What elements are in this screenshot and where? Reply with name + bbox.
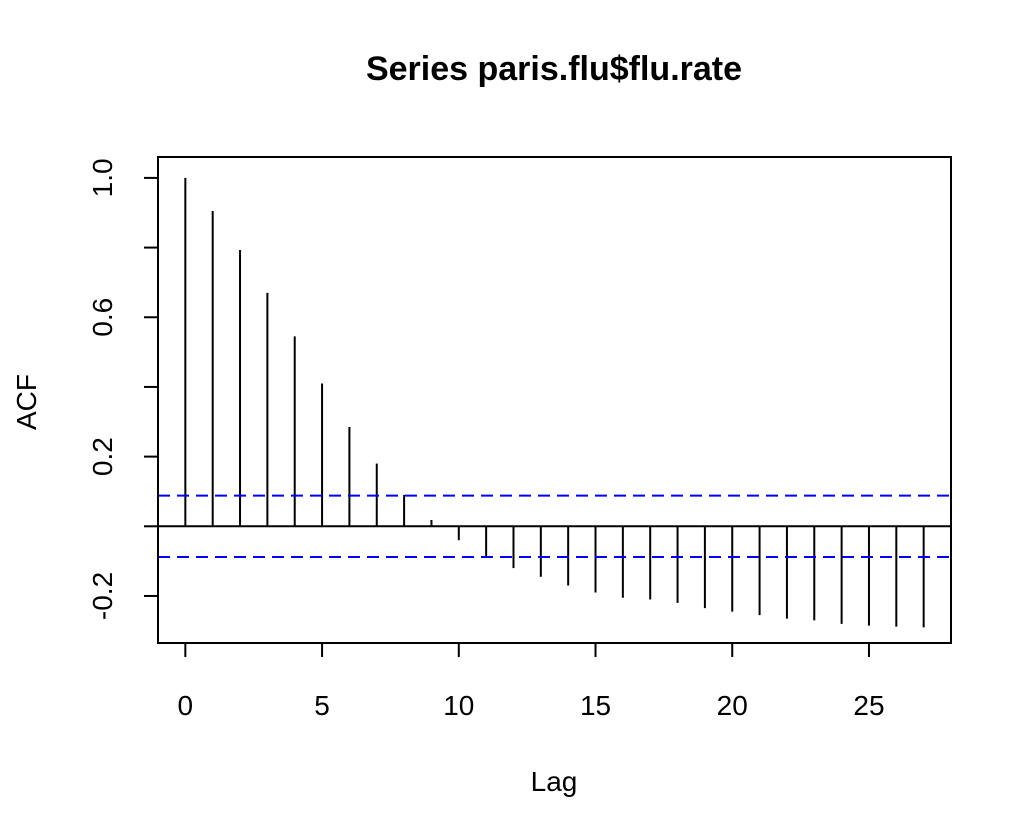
y-tick-label: 0.2 bbox=[87, 437, 118, 476]
y-tick-label: 1.0 bbox=[87, 158, 118, 197]
chart-title: Series paris.flu$flu.rate bbox=[366, 50, 742, 88]
acf-bars bbox=[184, 177, 925, 628]
x-tick-label: 10 bbox=[443, 690, 474, 721]
y-tick-label: -0.2 bbox=[87, 572, 118, 620]
x-tick-label: 5 bbox=[314, 690, 330, 721]
x-tick-label: 15 bbox=[580, 690, 611, 721]
x-axis: 0 5 10 15 20 25 bbox=[178, 642, 885, 721]
y-tick-label: 0.6 bbox=[87, 298, 118, 337]
plot-frame bbox=[157, 156, 952, 644]
x-tick-label: 20 bbox=[717, 690, 748, 721]
y-axis-label: ACF bbox=[11, 374, 42, 430]
x-tick-label: 0 bbox=[178, 690, 194, 721]
x-tick-label: 25 bbox=[853, 690, 884, 721]
y-axis: -0.2 0.2 0.6 1.0 bbox=[87, 158, 159, 620]
x-axis-label: Lag bbox=[531, 766, 578, 797]
